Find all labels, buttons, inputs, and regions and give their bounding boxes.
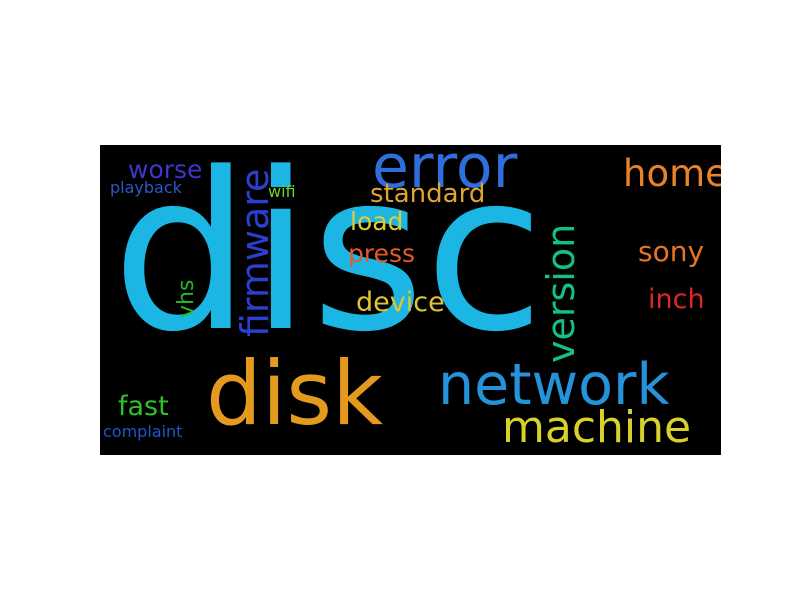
word-sony: sony: [638, 235, 705, 268]
word-disc: disc: [112, 145, 545, 380]
word-home: home: [623, 152, 721, 195]
word-worse: worse: [128, 155, 203, 184]
word-inch: inch: [648, 284, 705, 315]
word-device: device: [356, 287, 445, 318]
word-standard: standard: [370, 179, 486, 209]
word-press: press: [348, 239, 416, 268]
word-disk: disk: [206, 342, 384, 445]
word-playback: playback: [110, 178, 182, 197]
word-vhs: vhs: [174, 279, 199, 318]
word-fast: fast: [118, 391, 169, 422]
word-load: load: [350, 207, 404, 236]
word-version: version: [539, 223, 583, 363]
word-error: error: [372, 145, 518, 202]
word-wifi: wifi: [268, 182, 296, 201]
word-machine: machine: [502, 402, 692, 453]
word-cloud: disc disk error network machine firmware…: [100, 145, 721, 455]
word-network: network: [438, 352, 670, 418]
word-complaint: complaint: [103, 422, 183, 441]
